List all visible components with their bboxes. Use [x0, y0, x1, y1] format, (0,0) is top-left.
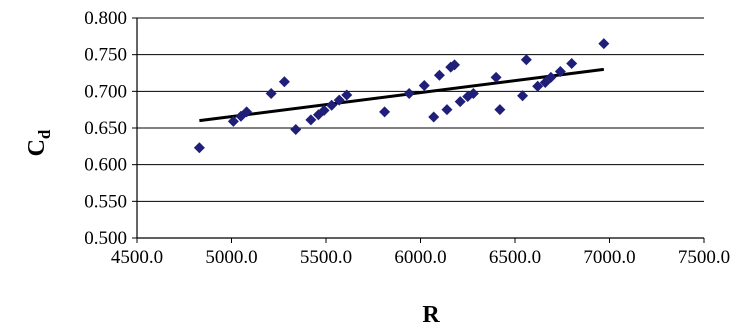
x-tick-labels: 4500.0 5000.0 5500.0 6000.0 6500.0 7000.0 7500…	[111, 247, 730, 268]
data-point-13	[379, 106, 391, 118]
y-tick-label-2: 0.600	[84, 155, 127, 176]
data-point-3	[241, 106, 253, 118]
data-point-27	[520, 54, 532, 66]
y-axis-title-subscript: d	[35, 129, 54, 139]
data-point-31	[554, 66, 566, 78]
data-point-10	[326, 99, 338, 111]
data-point-4	[265, 88, 277, 100]
data-point-17	[433, 69, 445, 81]
gridlines	[137, 17, 704, 202]
data-point-33	[598, 38, 610, 50]
data-point-9	[318, 104, 330, 116]
data-point-11	[333, 94, 345, 106]
data-point-15	[418, 79, 430, 91]
plot-area	[132, 17, 705, 243]
trendline-layer	[199, 67, 605, 123]
data-point-23	[467, 88, 479, 100]
y-tick-label-0: 0.500	[84, 228, 127, 249]
data-point-14	[403, 88, 415, 100]
data-point-7	[305, 114, 317, 126]
x-tick-label-2: 5500.0	[300, 247, 352, 268]
data-point-28	[532, 80, 544, 92]
data-point-20	[449, 59, 461, 71]
x-tick-label-4: 6500.0	[489, 247, 541, 268]
x-tick-label-0: 4500.0	[111, 247, 163, 268]
data-point-0	[193, 142, 205, 154]
data-point-6	[290, 123, 302, 135]
y-tick-label-6: 0.800	[84, 8, 127, 29]
data-point-1	[227, 115, 239, 127]
data-point-18	[441, 104, 453, 116]
data-point-25	[494, 104, 506, 116]
x-tick-label-1: 5000.0	[205, 247, 257, 268]
data-point-21	[454, 96, 466, 108]
y-axis-title: Cd	[24, 129, 54, 156]
data-point-30	[545, 71, 557, 83]
data-points	[193, 38, 610, 154]
y-tick-label-5: 0.750	[84, 45, 127, 66]
y-tick-label-3: 0.650	[84, 118, 127, 139]
y-tick-labels: 0.500 0.550 0.600 0.650 0.700 0.750 0.800	[84, 8, 127, 249]
data-point-12	[341, 89, 353, 101]
y-axis-title-main: C	[24, 139, 50, 156]
x-tick-label-6: 7500.0	[678, 247, 730, 268]
y-tick-label-1: 0.550	[84, 191, 127, 212]
data-point-26	[517, 90, 529, 102]
data-point-5	[278, 76, 290, 88]
data-point-24	[490, 71, 502, 83]
x-axis-title: R	[422, 302, 440, 328]
y-tick-label-4: 0.700	[84, 81, 127, 102]
trendline	[199, 67, 605, 123]
data-point-16	[428, 111, 440, 123]
x-tick-label-5: 7000.0	[583, 247, 635, 268]
data-point-32	[566, 57, 578, 69]
x-tick-label-3: 6000.0	[394, 247, 446, 268]
data-point-19	[445, 61, 457, 73]
